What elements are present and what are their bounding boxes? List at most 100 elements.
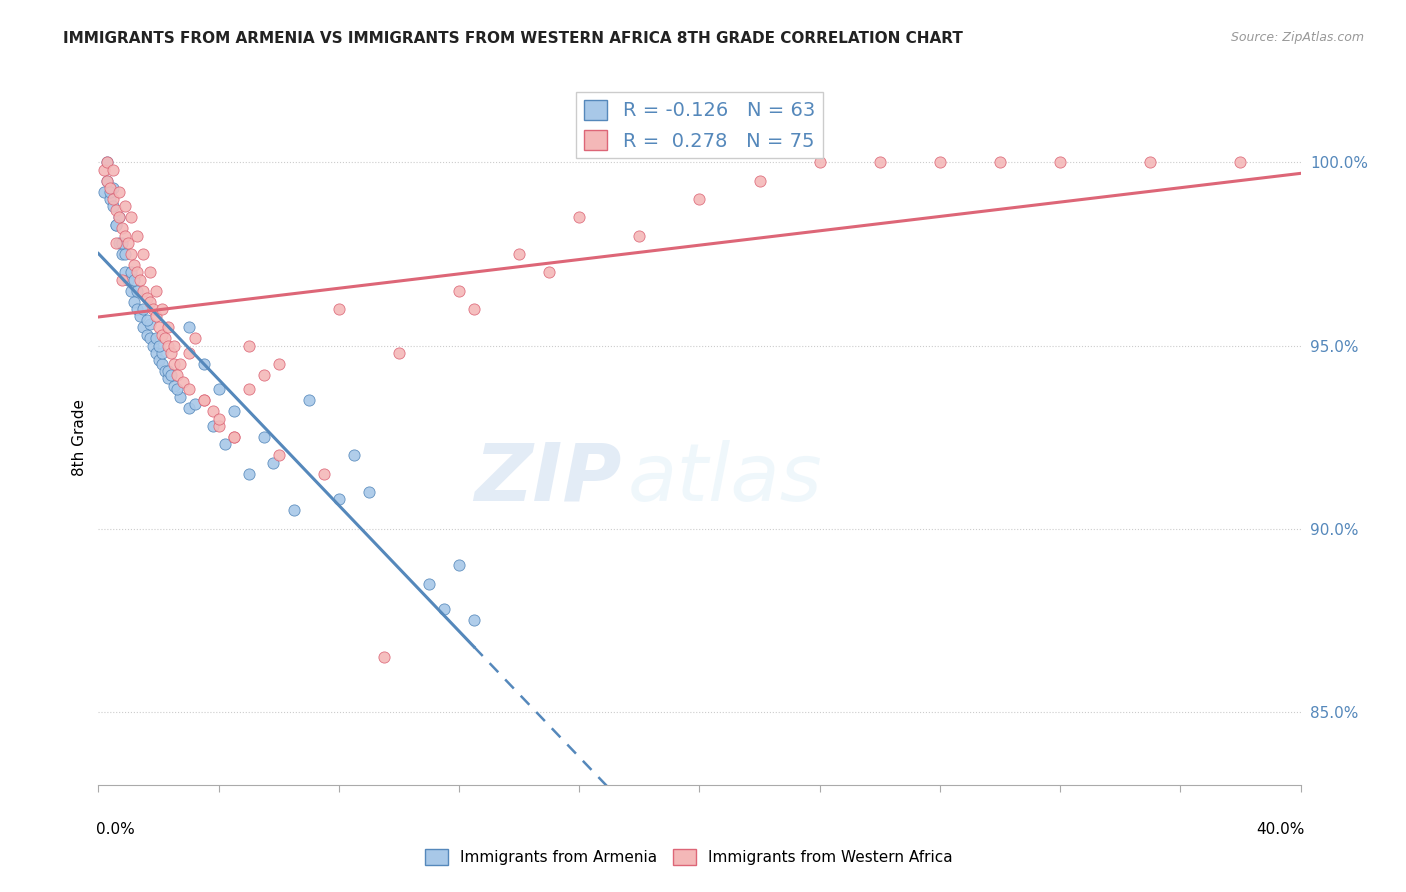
Point [201, 419, 224, 434]
Point [111, 247, 134, 261]
Point [127, 301, 149, 316]
Point [463, 301, 485, 316]
Point [150, 301, 173, 316]
Point [328, 492, 350, 507]
Point [135, 327, 157, 342]
Point [162, 338, 184, 352]
Point [177, 383, 200, 397]
Point [357, 485, 380, 500]
Point [93, 162, 115, 177]
Point [105, 218, 128, 232]
Point [808, 155, 831, 169]
Point [153, 364, 176, 378]
Point [114, 199, 136, 213]
Point [145, 346, 167, 360]
Point [121, 265, 143, 279]
Point [208, 411, 231, 425]
Point [156, 371, 179, 385]
Point [145, 284, 167, 298]
Point [169, 390, 191, 404]
Point [373, 649, 395, 664]
Point [508, 247, 530, 261]
Point [108, 235, 131, 250]
Point [162, 379, 184, 393]
Point [127, 228, 149, 243]
Point [108, 185, 131, 199]
Point [267, 357, 290, 371]
Point [193, 357, 215, 371]
Point [1049, 155, 1071, 169]
Point [148, 338, 170, 352]
Legend: Immigrants from Armenia, Immigrants from Western Africa: Immigrants from Armenia, Immigrants from… [419, 843, 959, 871]
Point [150, 346, 173, 360]
Text: 0.0%: 0.0% [96, 822, 135, 837]
Point [129, 310, 152, 324]
Point [124, 272, 146, 286]
Point [145, 310, 167, 324]
Point [96, 155, 118, 169]
Point [135, 291, 157, 305]
Point [418, 576, 440, 591]
Point [628, 228, 651, 243]
Point [132, 301, 155, 316]
Point [253, 430, 276, 444]
Point [222, 430, 245, 444]
Point [183, 331, 205, 345]
Point [117, 235, 139, 250]
Point [138, 294, 160, 309]
Point [447, 558, 470, 573]
Point [103, 199, 125, 213]
Point [283, 503, 305, 517]
Point [100, 181, 122, 195]
Point [463, 613, 485, 627]
Point [253, 368, 276, 382]
Point [447, 284, 470, 298]
Point [96, 174, 118, 188]
Point [162, 357, 184, 371]
Point [141, 338, 163, 352]
Point [166, 383, 188, 397]
Point [96, 155, 118, 169]
Point [129, 272, 152, 286]
Text: ZIP: ZIP [474, 440, 621, 518]
Point [150, 357, 173, 371]
Point [538, 265, 561, 279]
Point [108, 211, 131, 225]
Point [105, 218, 128, 232]
Point [159, 346, 181, 360]
Point [121, 284, 143, 298]
Point [156, 338, 179, 352]
Point [121, 247, 143, 261]
Point [208, 419, 231, 434]
Point [145, 331, 167, 345]
Point [238, 467, 260, 481]
Point [929, 155, 952, 169]
Point [267, 449, 290, 463]
Point [127, 284, 149, 298]
Point [156, 320, 179, 334]
Point [568, 211, 591, 225]
Point [183, 397, 205, 411]
Point [193, 393, 215, 408]
Point [148, 320, 170, 334]
Point [121, 211, 143, 225]
Point [238, 383, 260, 397]
Point [108, 211, 131, 225]
Point [93, 185, 115, 199]
Point [688, 192, 710, 206]
Point [148, 353, 170, 368]
Point [177, 320, 200, 334]
Point [132, 247, 155, 261]
Point [127, 265, 149, 279]
Text: 40.0%: 40.0% [1257, 822, 1305, 837]
Point [138, 317, 160, 331]
Point [135, 313, 157, 327]
Point [150, 327, 173, 342]
Point [111, 235, 134, 250]
Point [262, 456, 284, 470]
Point [138, 331, 160, 345]
Point [114, 265, 136, 279]
Y-axis label: 8th Grade: 8th Grade [72, 399, 87, 475]
Point [138, 265, 160, 279]
Point [132, 284, 155, 298]
